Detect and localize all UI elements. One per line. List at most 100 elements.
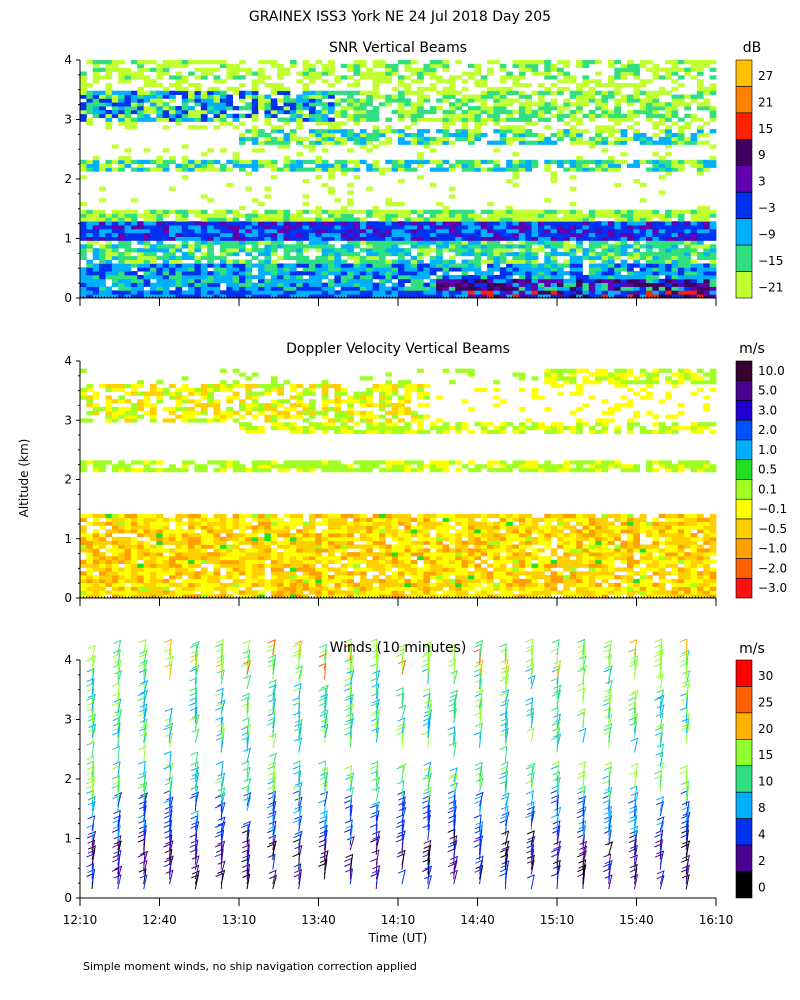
heatmap-cell (245, 563, 253, 568)
heatmap-cell (665, 117, 672, 122)
colorbar-label: −21 (758, 280, 783, 294)
heatmap-cell (480, 121, 488, 126)
heatmap-cell (366, 148, 373, 153)
heatmap-cell (582, 251, 590, 257)
heatmap-cell (328, 578, 335, 584)
heatmap-cell (245, 171, 253, 176)
heatmap-cell (219, 228, 227, 234)
heatmap-cell (448, 102, 456, 107)
heatmap-cell (499, 559, 507, 564)
heatmap-cell (251, 582, 259, 587)
heatmap-cell (620, 152, 628, 157)
heatmap-cell (614, 159, 621, 165)
heatmap-cell (429, 552, 437, 557)
heatmap-cell (130, 259, 138, 264)
heatmap-cell (207, 167, 214, 172)
heatmap-cell (652, 71, 660, 76)
heatmap-cell (289, 582, 297, 587)
heatmap-cell (366, 67, 373, 72)
heatmap-cell (588, 159, 596, 165)
heatmap-cell (207, 117, 214, 122)
heatmap-cell (232, 267, 240, 272)
heatmap-cell (328, 67, 335, 72)
heatmap-cell (340, 290, 348, 295)
heatmap-cell (601, 278, 609, 284)
heatmap-cell (690, 575, 698, 580)
heatmap-cell (499, 140, 507, 145)
heatmap-cell (239, 90, 246, 95)
heatmap-cell (512, 582, 520, 587)
heatmap-cell (487, 278, 494, 284)
heatmap-cell (169, 221, 176, 226)
heatmap-cell (639, 282, 647, 287)
heatmap-cell (258, 236, 265, 241)
heatmap-cell (455, 163, 462, 168)
heatmap-cell (398, 278, 405, 284)
heatmap-cell (684, 102, 691, 107)
heatmap-cell (614, 113, 621, 118)
heatmap-cell (499, 578, 507, 584)
heatmap-cell (105, 571, 113, 576)
heatmap-cell (118, 113, 125, 118)
heatmap-cell (277, 209, 284, 214)
heatmap-cell (487, 236, 494, 241)
heatmap-cell (544, 217, 552, 222)
heatmap-cell (487, 586, 494, 591)
heatmap-cell (232, 113, 240, 118)
heatmap-cell (525, 217, 532, 222)
heatmap-cell (92, 71, 100, 76)
heatmap-cell (588, 167, 596, 172)
heatmap-cell (518, 94, 526, 99)
heatmap-cell (493, 263, 501, 268)
heatmap-cell (340, 106, 348, 111)
heatmap-cell (588, 225, 596, 230)
heatmap-cell (149, 571, 157, 576)
heatmap-cell (595, 278, 602, 284)
heatmap-cell (690, 548, 698, 553)
heatmap-cell (595, 98, 602, 103)
heatmap-cell (149, 590, 157, 595)
heatmap-cell (633, 209, 641, 214)
heatmap-cell (658, 278, 666, 284)
heatmap-cell (544, 294, 552, 299)
heatmap-cell (455, 594, 462, 599)
heatmap-cell (684, 552, 691, 557)
heatmap-cell (302, 594, 310, 599)
heatmap-cell (86, 282, 94, 287)
heatmap-cell (696, 290, 704, 295)
heatmap-cell (99, 575, 106, 580)
heatmap-cell (105, 221, 113, 226)
heatmap-cell (359, 286, 367, 291)
heatmap-cell (671, 94, 679, 99)
heatmap-cell (137, 221, 144, 226)
heatmap-cell (194, 98, 202, 103)
heatmap-cell (99, 60, 106, 65)
heatmap-cell (245, 236, 253, 241)
heatmap-cell (652, 167, 660, 172)
heatmap-cell (308, 294, 316, 299)
heatmap-cell (417, 140, 424, 145)
heatmap-cell (665, 278, 672, 284)
heatmap-cell (436, 209, 443, 214)
heatmap-cell (283, 278, 291, 284)
heatmap-cell (321, 282, 329, 287)
heatmap-cell (245, 225, 253, 230)
heatmap-cell (455, 586, 462, 591)
heatmap-cell (124, 571, 132, 576)
heatmap-cell (531, 594, 539, 599)
heatmap-cell (614, 251, 621, 257)
heatmap-cell (467, 113, 475, 118)
heatmap-cell (270, 140, 278, 145)
heatmap-cell (334, 571, 342, 576)
heatmap-cell (213, 79, 221, 84)
heatmap-cell (232, 90, 240, 95)
heatmap-cell (474, 213, 482, 218)
heatmap-cell (162, 294, 170, 299)
heatmap-cell (703, 582, 711, 587)
heatmap-cell (359, 236, 367, 241)
heatmap-cell (550, 140, 558, 145)
heatmap-cell (353, 259, 361, 264)
heatmap-cell (506, 209, 513, 214)
heatmap-cell (671, 559, 679, 564)
heatmap-cell (550, 590, 558, 595)
